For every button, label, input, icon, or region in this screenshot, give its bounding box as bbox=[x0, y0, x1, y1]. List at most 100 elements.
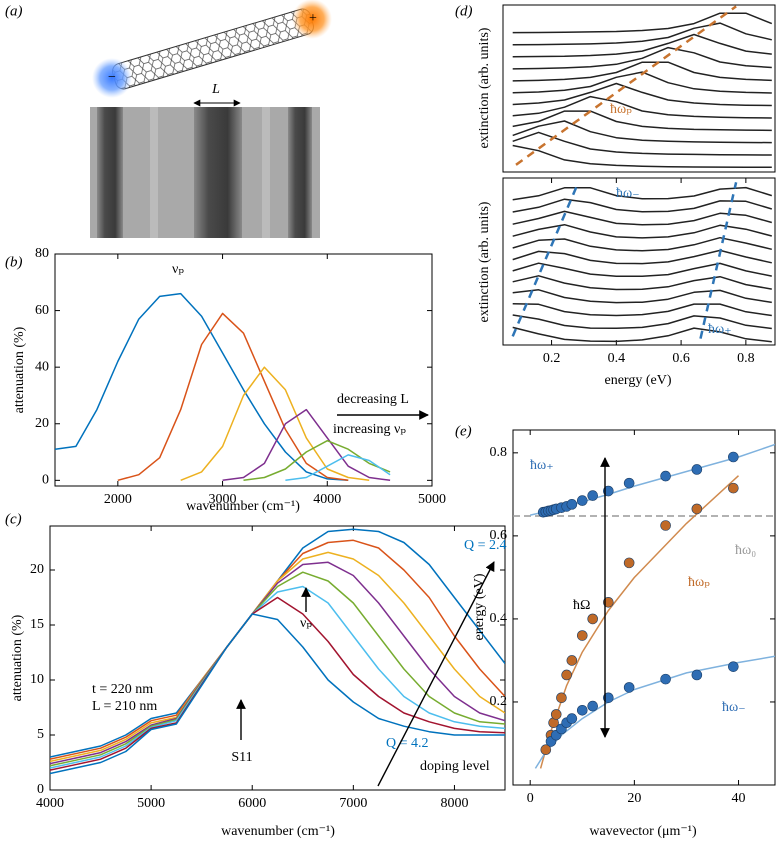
nanotube bbox=[112, 8, 314, 90]
data-line bbox=[50, 561, 505, 765]
data-line bbox=[512, 198, 773, 213]
plus-charge bbox=[292, 0, 332, 39]
plot-frame bbox=[512, 429, 776, 786]
data-line bbox=[512, 61, 772, 82]
panel-label: (b) bbox=[5, 254, 23, 270]
data-line bbox=[512, 82, 772, 107]
x-tick-label: 0.4 bbox=[608, 351, 626, 366]
data-line bbox=[117, 312, 349, 482]
annotation: ħω₋ bbox=[722, 700, 746, 715]
y-axis-label: extinction (arb. units) bbox=[477, 27, 492, 148]
data-line bbox=[512, 326, 772, 343]
data-point bbox=[728, 482, 739, 494]
data-line bbox=[55, 292, 349, 482]
data-point bbox=[587, 490, 598, 501]
x-tick-label: 7000 bbox=[339, 796, 367, 811]
data-line bbox=[512, 210, 773, 226]
plot-area bbox=[512, 5, 773, 168]
minus-charge bbox=[92, 58, 132, 98]
data-line bbox=[50, 596, 505, 771]
y-axis-label: extinction (arb. units) bbox=[477, 201, 492, 322]
data-line bbox=[512, 71, 772, 94]
x-tick-label: 2000 bbox=[104, 492, 132, 507]
y-tick-label: 40 bbox=[35, 359, 49, 374]
y-tick-label: 0.2 bbox=[490, 694, 508, 709]
minus-label: − bbox=[108, 70, 116, 85]
data-point bbox=[660, 470, 671, 482]
y-tick-label: 20 bbox=[30, 562, 44, 577]
x-tick-label: 20 bbox=[627, 791, 641, 806]
data-point bbox=[561, 669, 572, 681]
panel-label: (c) bbox=[5, 511, 22, 527]
y-tick-label: 5 bbox=[37, 727, 44, 742]
data-line bbox=[50, 585, 505, 769]
x-tick-label: 3000 bbox=[209, 492, 237, 507]
panel: (b) attenuation (%) wavenumber (cm⁻¹) 2000 3… bbox=[5, 246, 446, 514]
data-point bbox=[566, 655, 578, 666]
data-line bbox=[512, 144, 772, 168]
y-tick-label: 20 bbox=[35, 416, 49, 431]
y-tick-label: 0 bbox=[37, 782, 44, 797]
annotation: ħω₊ bbox=[708, 322, 732, 337]
data-line bbox=[285, 454, 391, 482]
annotation: νₚ bbox=[300, 616, 312, 631]
data-point bbox=[587, 700, 598, 712]
data-point bbox=[566, 713, 578, 724]
data-line bbox=[512, 186, 773, 201]
data-line bbox=[512, 33, 772, 58]
data-point bbox=[623, 682, 635, 693]
annotation: ħω₀ bbox=[735, 543, 756, 558]
y-axis-label: energy (eV) bbox=[472, 573, 487, 640]
annotation: t = 220 nm bbox=[92, 682, 153, 697]
panel: (c) attenuation (%) wavenumber (cm⁻¹) 4000 5… bbox=[5, 511, 507, 839]
plot-frame bbox=[54, 253, 433, 487]
y-tick-label: 60 bbox=[35, 303, 49, 318]
data-point bbox=[728, 451, 739, 463]
plot-area bbox=[50, 528, 505, 775]
data-point bbox=[691, 669, 703, 681]
data-line bbox=[50, 613, 505, 775]
data-line bbox=[512, 12, 773, 34]
annotation: increasing νₚ bbox=[333, 422, 406, 437]
dashed-line bbox=[515, 5, 737, 166]
data-point bbox=[728, 661, 739, 672]
plot-area bbox=[55, 292, 391, 482]
data-point bbox=[566, 499, 578, 510]
data-line bbox=[512, 131, 772, 156]
y-tick-label: 0.4 bbox=[490, 611, 508, 626]
panel-a: (a) − + L bbox=[5, 0, 332, 238]
data-point bbox=[550, 709, 562, 720]
data-point bbox=[540, 744, 552, 756]
data-line bbox=[512, 302, 772, 317]
data-line bbox=[243, 439, 391, 482]
plot-frame bbox=[502, 177, 776, 346]
length-label: L bbox=[211, 82, 220, 97]
data-line bbox=[50, 571, 505, 767]
data-point bbox=[576, 704, 588, 716]
annotation: S11 bbox=[231, 750, 252, 765]
data-line bbox=[512, 95, 772, 119]
data-point bbox=[576, 630, 588, 641]
data-point bbox=[587, 613, 598, 625]
data-point bbox=[623, 477, 635, 489]
x-axis-label: wavenumber (cm⁻¹) bbox=[186, 499, 300, 514]
x-tick-label: 0.2 bbox=[543, 351, 561, 366]
panel: (d) extinction (arb. units) ħωₚ bbox=[455, 3, 776, 173]
data-line bbox=[512, 120, 772, 144]
plot-area bbox=[513, 443, 775, 769]
y-tick-label: 0 bbox=[42, 473, 49, 488]
plot-frame bbox=[49, 525, 506, 791]
y-tick-label: 15 bbox=[30, 617, 44, 632]
y-tick-label: 10 bbox=[30, 672, 44, 687]
annotation: Q = 2.4 bbox=[464, 538, 507, 553]
annotation: ħω₋ bbox=[616, 186, 640, 201]
x-tick-label: 8000 bbox=[440, 796, 468, 811]
annotation: doping level bbox=[420, 759, 490, 774]
data-line bbox=[512, 262, 772, 278]
dashed-line bbox=[511, 183, 579, 337]
data-line bbox=[512, 236, 772, 252]
data-line bbox=[512, 22, 772, 46]
data-line bbox=[512, 223, 772, 239]
